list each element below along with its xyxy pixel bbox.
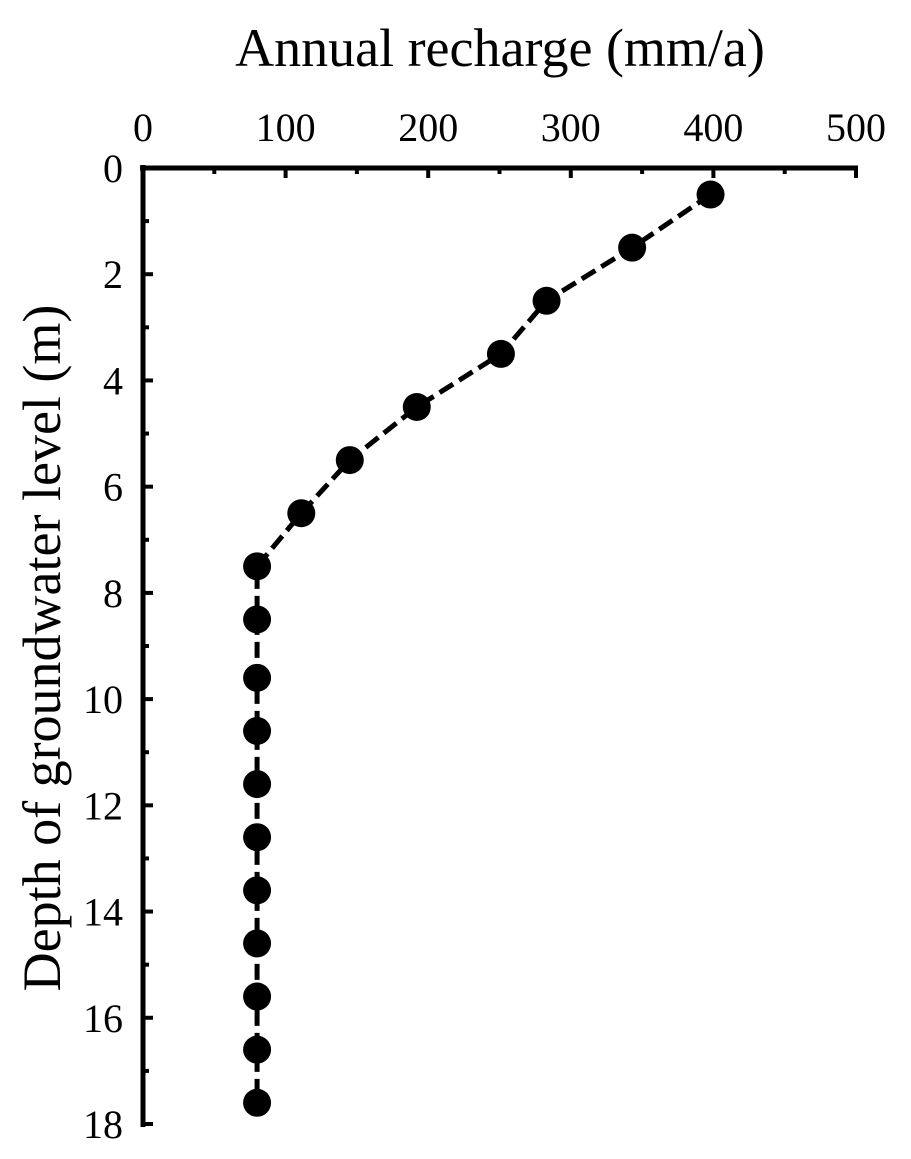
data-series <box>243 180 725 1117</box>
axis-ticks <box>141 166 858 1126</box>
x-tick-label: 200 <box>398 105 458 150</box>
data-point <box>402 393 431 421</box>
y-tick-label: 18 <box>83 1102 123 1147</box>
y-tick-label: 10 <box>83 677 123 722</box>
y-tick-label: 8 <box>103 571 123 616</box>
y-tick-label: 6 <box>103 465 123 510</box>
y-tick-label: 16 <box>83 996 123 1041</box>
x-axis-title: Annual recharge (mm/a) <box>235 18 765 78</box>
data-point <box>243 876 272 905</box>
y-tick-label: 12 <box>83 783 123 828</box>
data-point <box>243 605 272 634</box>
data-point <box>696 180 725 209</box>
x-tick-label: 300 <box>541 105 601 150</box>
series-line <box>254 192 712 1103</box>
x-tick-label: 500 <box>826 105 886 150</box>
data-point <box>532 286 561 315</box>
axis-tick-labels: 0 100 200 300 400 500 0 2 4 6 8 10 12 14 16 18 <box>83 105 886 1147</box>
data-point <box>287 499 316 528</box>
y-tick-label: 14 <box>83 890 123 935</box>
data-point <box>243 716 272 745</box>
data-point <box>243 552 272 581</box>
data-point <box>243 1035 272 1064</box>
data-point <box>243 1088 272 1117</box>
data-point <box>243 929 272 958</box>
y-tick-label: 4 <box>103 358 123 403</box>
x-tick-label: 100 <box>256 105 316 150</box>
data-point <box>335 446 364 475</box>
x-tick-label: 400 <box>683 105 743 150</box>
y-tick-label: 2 <box>103 252 123 297</box>
y-axis-title: Depth of groundwater level (m) <box>12 305 72 992</box>
y-tick-label: 0 <box>103 146 123 191</box>
data-point <box>243 663 272 692</box>
data-point <box>243 770 272 799</box>
data-point <box>243 982 272 1011</box>
data-point <box>243 823 272 852</box>
data-point <box>618 233 647 262</box>
data-point <box>486 339 515 368</box>
x-tick-label: 0 <box>133 105 153 150</box>
